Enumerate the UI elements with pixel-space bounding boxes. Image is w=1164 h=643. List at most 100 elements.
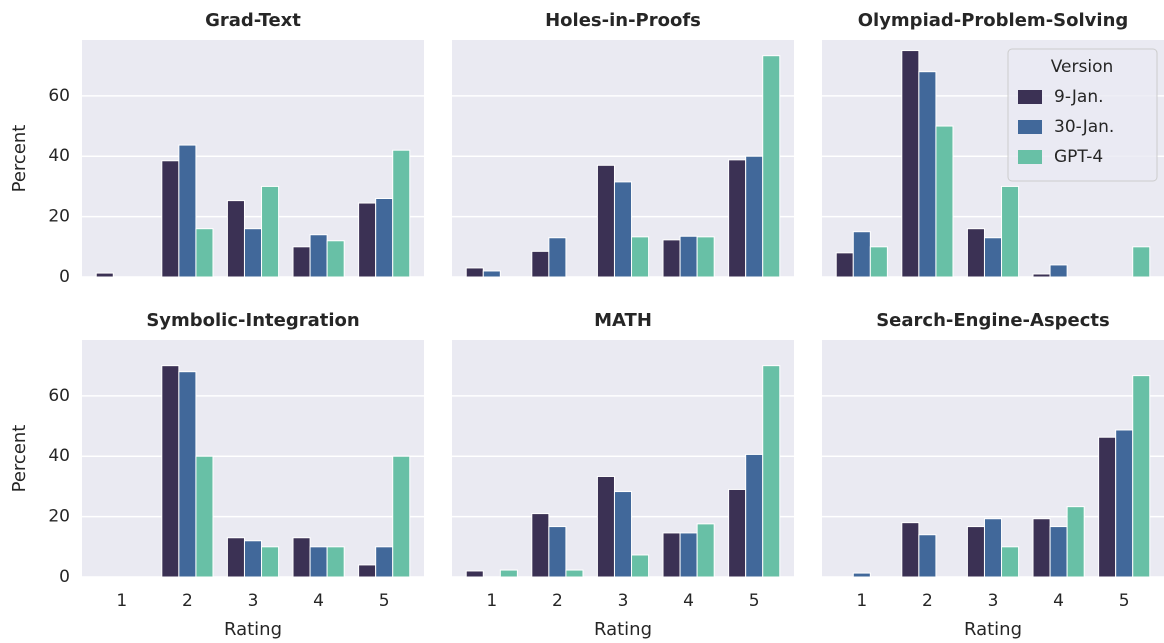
bar (631, 236, 650, 278)
bar (548, 526, 567, 578)
bar (631, 554, 650, 578)
x-axis-label: Rating (594, 619, 652, 640)
legend-label: GPT-4 (1054, 147, 1103, 167)
bar (226, 200, 245, 278)
bar (1049, 526, 1068, 578)
bar (662, 532, 681, 578)
x-axis-label: Rating (964, 619, 1022, 640)
bar (161, 365, 180, 578)
x-tick-label: 3 (248, 591, 259, 611)
bar (745, 155, 764, 278)
bar (1115, 429, 1134, 578)
legend-title: Version (1051, 57, 1114, 77)
bar (1001, 546, 1020, 578)
bar (1066, 506, 1085, 578)
bar (1049, 264, 1068, 278)
bar (531, 250, 550, 278)
bar (696, 236, 715, 278)
y-axis-label: Percent (9, 125, 30, 193)
bar (679, 532, 698, 578)
bar (613, 491, 633, 578)
bar (679, 235, 698, 278)
bar (309, 546, 328, 578)
panel-title: Grad-Text (205, 10, 301, 31)
x-tick-label: 3 (618, 591, 629, 611)
bar (358, 564, 377, 578)
bar (745, 453, 764, 578)
bar (261, 546, 280, 578)
bar (375, 546, 394, 578)
bar (178, 144, 197, 278)
x-axis-label: Rating (224, 619, 282, 640)
bar (243, 540, 263, 578)
bar (901, 50, 920, 278)
y-tick-label: 0 (59, 567, 70, 587)
x-tick-label: 4 (683, 591, 694, 611)
bar (499, 569, 518, 578)
bar (548, 237, 567, 278)
bar (613, 181, 633, 278)
x-tick-label: 5 (1119, 591, 1130, 611)
bar (869, 246, 888, 278)
y-tick-label: 40 (48, 446, 70, 466)
x-tick-label: 3 (988, 591, 999, 611)
bar (983, 518, 1003, 578)
x-tick-label: 1 (486, 591, 497, 611)
bar (1132, 246, 1151, 278)
bar (465, 267, 484, 278)
bar (358, 202, 377, 278)
bar (565, 569, 584, 578)
bar (1032, 518, 1051, 578)
bar (1032, 273, 1051, 278)
bar (178, 371, 197, 578)
legend-swatch (1018, 90, 1042, 104)
bar (1098, 436, 1117, 578)
bar (261, 185, 280, 278)
bar (728, 159, 747, 278)
bar (531, 513, 550, 578)
panel-title: Olympiad-Problem-Solving (858, 10, 1129, 31)
x-tick-label: 5 (749, 591, 760, 611)
bar (835, 252, 854, 278)
bar (195, 455, 214, 578)
x-tick-label: 4 (1053, 591, 1064, 611)
bar (1001, 185, 1020, 278)
bar (482, 270, 501, 278)
bar (392, 455, 411, 578)
bar (918, 534, 937, 578)
bar (901, 522, 920, 578)
y-tick-label: 20 (48, 507, 70, 527)
bar (309, 234, 328, 278)
bar (966, 228, 985, 278)
bar (326, 240, 345, 278)
bar (326, 546, 345, 578)
y-tick-label: 20 (48, 207, 70, 227)
bar (966, 526, 985, 578)
panel-title: Search-Engine-Aspects (876, 310, 1110, 331)
bar (392, 149, 411, 278)
bar (226, 537, 245, 578)
x-tick-label: 1 (116, 591, 127, 611)
bar (596, 475, 615, 578)
bar (161, 160, 180, 278)
bar (292, 246, 311, 278)
bar (852, 231, 871, 278)
legend-box (1007, 48, 1158, 182)
legend-label: 9-Jan. (1054, 87, 1104, 107)
x-tick-label: 5 (379, 591, 390, 611)
bar (852, 572, 871, 578)
bar (762, 55, 781, 278)
panel-title: MATH (594, 310, 652, 331)
y-tick-label: 60 (48, 86, 70, 106)
bar (596, 164, 615, 278)
panel-title: Symbolic-Integration (146, 310, 359, 331)
y-tick-label: 60 (48, 386, 70, 406)
legend-swatch (1018, 150, 1042, 164)
bar (195, 228, 214, 278)
x-tick-label: 2 (552, 591, 563, 611)
bar (935, 125, 954, 278)
y-axis-label: Percent (9, 425, 30, 493)
legend-label: 30-Jan. (1054, 117, 1114, 137)
bar (918, 71, 937, 278)
